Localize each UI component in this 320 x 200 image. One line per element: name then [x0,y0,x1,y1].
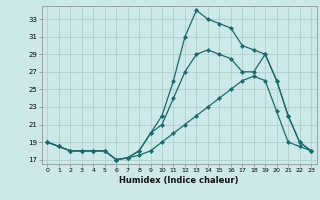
X-axis label: Humidex (Indice chaleur): Humidex (Indice chaleur) [119,176,239,185]
